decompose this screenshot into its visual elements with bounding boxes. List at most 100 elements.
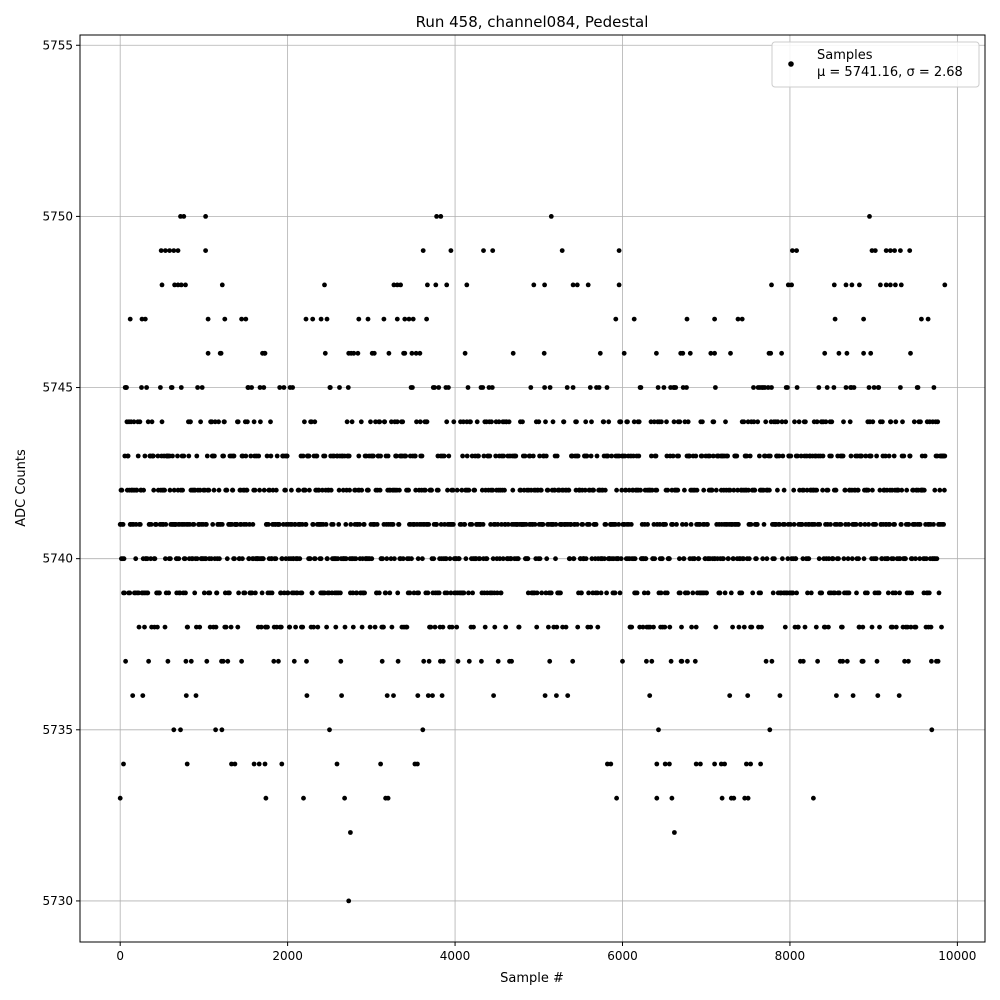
- data-point: [775, 419, 781, 425]
- data-point: [649, 658, 655, 664]
- data-point: [794, 385, 800, 390]
- data-point: [829, 419, 835, 425]
- data-point: [169, 385, 175, 390]
- data-point: [381, 316, 387, 322]
- data-point: [139, 316, 145, 322]
- data-point: [744, 761, 749, 767]
- data-point: [336, 487, 342, 493]
- x-tick-label: 0: [116, 949, 124, 963]
- data-point: [301, 795, 306, 801]
- data-point: [451, 522, 456, 527]
- data-point: [448, 248, 454, 254]
- data-point: [172, 282, 178, 288]
- data-point: [146, 658, 152, 664]
- data-point: [651, 522, 657, 527]
- data-point: [579, 590, 584, 596]
- data-point: [243, 453, 249, 459]
- data-point: [674, 522, 679, 527]
- data-point: [253, 590, 258, 596]
- data-point: [897, 556, 903, 562]
- data-point: [536, 419, 542, 425]
- data-point: [849, 282, 855, 288]
- data-point: [567, 556, 573, 562]
- data-point: [731, 795, 737, 801]
- data-point: [258, 624, 264, 630]
- data-point: [450, 487, 456, 493]
- data-point: [842, 487, 848, 493]
- data-point: [621, 350, 627, 356]
- data-point: [713, 624, 719, 630]
- data-point: [181, 214, 187, 219]
- data-point: [230, 487, 236, 493]
- data-point: [649, 453, 654, 459]
- data-point: [527, 453, 533, 459]
- data-point: [705, 522, 710, 527]
- data-point: [322, 282, 327, 288]
- data-point: [471, 624, 476, 630]
- data-point: [631, 419, 637, 425]
- data-point: [273, 556, 279, 562]
- data-point: [692, 556, 697, 562]
- data-point: [908, 350, 913, 356]
- data-point: [263, 795, 269, 801]
- data-point: [386, 350, 392, 356]
- data-point: [752, 487, 758, 493]
- data-point: [745, 693, 751, 698]
- data-point: [464, 453, 470, 459]
- data-point: [178, 385, 184, 390]
- data-point: [913, 624, 919, 630]
- data-point: [141, 487, 147, 493]
- data-point: [865, 487, 871, 493]
- data-point: [153, 522, 159, 527]
- data-point: [516, 624, 522, 630]
- data-point: [149, 419, 155, 425]
- data-point: [377, 487, 383, 493]
- data-point: [394, 316, 400, 322]
- data-point: [256, 453, 262, 459]
- data-point: [869, 248, 875, 254]
- data-point: [928, 624, 934, 630]
- data-point: [299, 590, 305, 596]
- data-point: [211, 487, 217, 493]
- data-point: [874, 658, 880, 664]
- data-point: [803, 419, 808, 425]
- data-point: [583, 419, 589, 425]
- data-point: [552, 487, 558, 493]
- data-point: [896, 487, 901, 493]
- data-point: [459, 487, 465, 493]
- data-point: [307, 487, 312, 493]
- data-point: [487, 453, 493, 459]
- data-point: [548, 214, 554, 219]
- data-point: [159, 282, 165, 288]
- data-point: [219, 522, 225, 527]
- data-point: [191, 522, 197, 527]
- data-point: [466, 658, 472, 664]
- data-point: [479, 487, 485, 493]
- data-point: [495, 658, 501, 664]
- data-point: [901, 453, 907, 459]
- data-point: [137, 419, 143, 425]
- data-point: [183, 658, 189, 664]
- data-point: [127, 316, 133, 322]
- data-point: [415, 693, 421, 698]
- data-point: [808, 590, 814, 596]
- data-point: [834, 693, 839, 698]
- data-point: [260, 556, 266, 562]
- data-point: [776, 453, 782, 459]
- data-point: [307, 556, 313, 562]
- data-point: [649, 487, 655, 493]
- data-point: [385, 453, 391, 459]
- data-point: [580, 522, 586, 527]
- data-point: [279, 761, 285, 767]
- data-point: [203, 214, 209, 219]
- data-point: [855, 487, 861, 493]
- data-point: [654, 350, 659, 356]
- data-point: [857, 624, 862, 630]
- data-point: [337, 385, 342, 390]
- data-point: [560, 624, 565, 630]
- data-point: [799, 522, 805, 527]
- data-point: [413, 487, 419, 493]
- data-point: [657, 522, 663, 527]
- data-point: [851, 385, 857, 390]
- data-point: [863, 453, 869, 459]
